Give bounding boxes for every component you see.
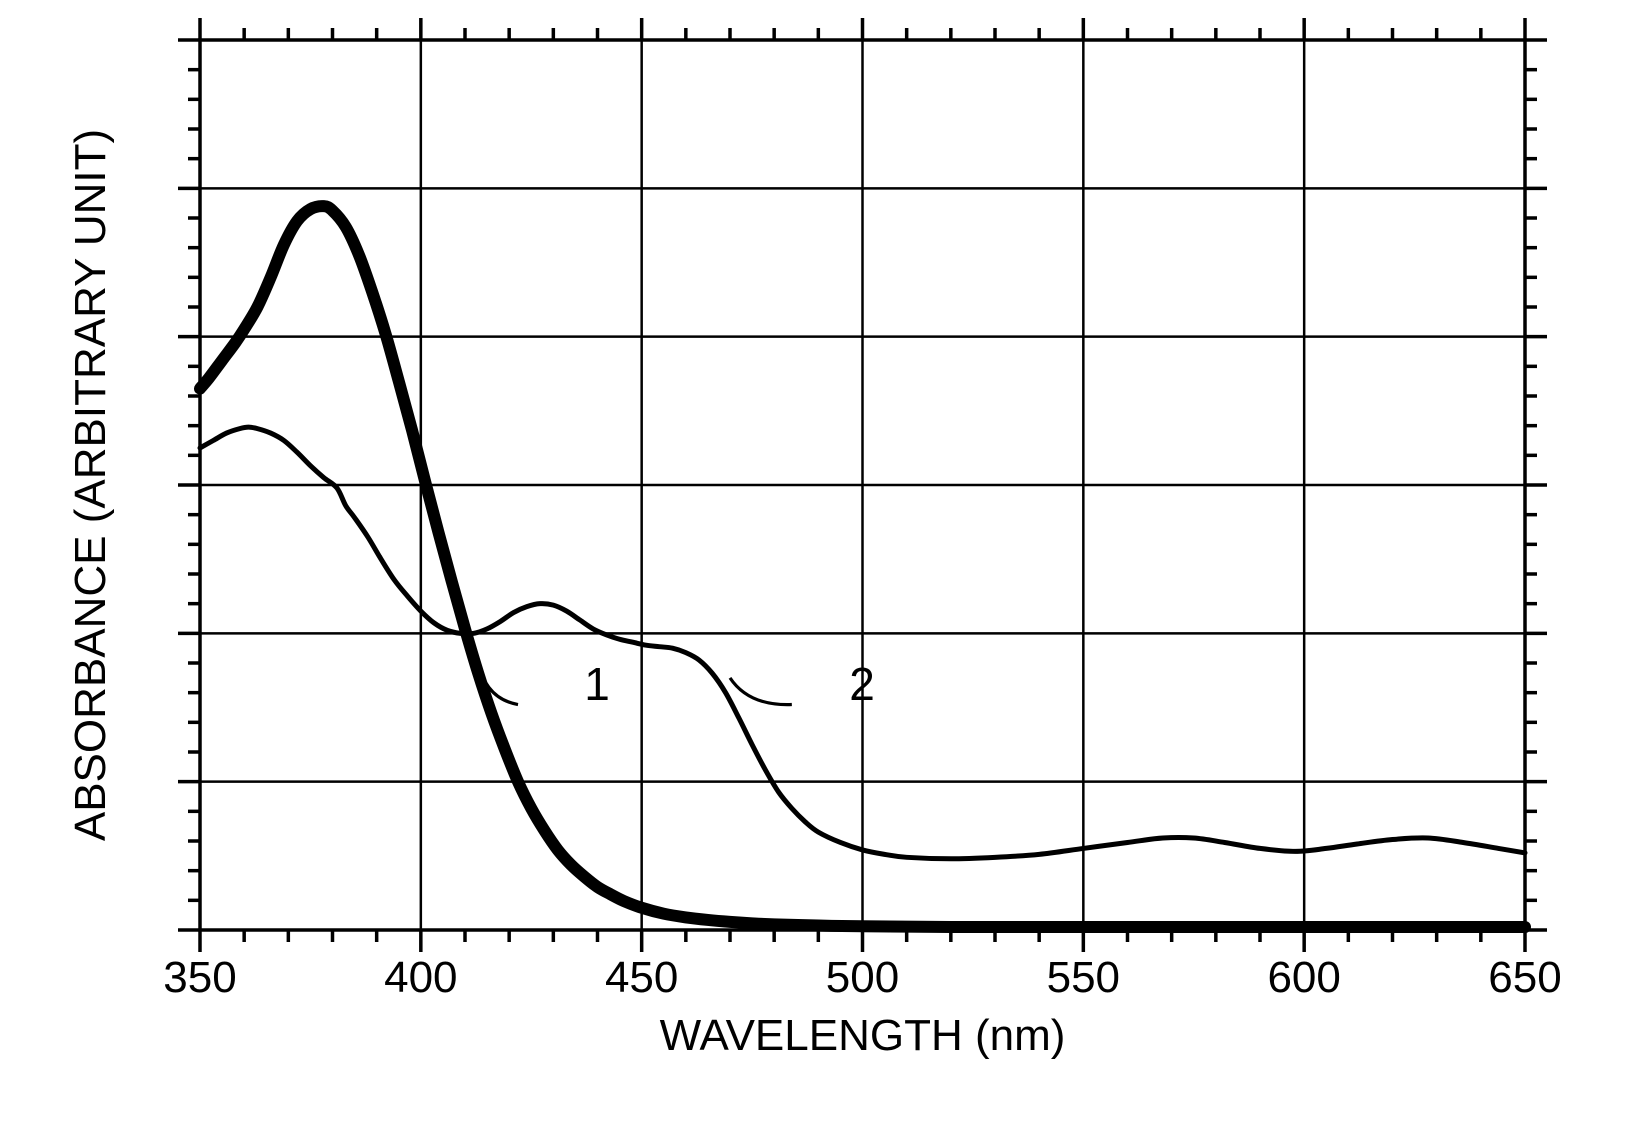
y-axis-label: ABSORBANCE (ARBITRARY UNIT) bbox=[66, 129, 115, 841]
absorbance-chart: 1 2 350 400 450 500 550 600 650 WAVELENGTH (nm) AB… bbox=[0, 0, 1628, 1121]
chart-bg bbox=[0, 0, 1628, 1121]
x-axis-label: WAVELENGTH (nm) bbox=[660, 1011, 1066, 1060]
xtick-label: 400 bbox=[384, 953, 457, 1002]
xtick-label: 450 bbox=[605, 953, 678, 1002]
xtick-label: 500 bbox=[826, 953, 899, 1002]
xtick-label: 600 bbox=[1267, 953, 1340, 1002]
xtick-label: 550 bbox=[1047, 953, 1120, 1002]
chart-svg: 1 2 350 400 450 500 550 600 650 WAVELENGTH (nm) AB… bbox=[0, 0, 1628, 1121]
xtick-label: 350 bbox=[163, 953, 236, 1002]
annotation-text: 1 bbox=[584, 658, 610, 710]
annotation-text: 2 bbox=[849, 658, 875, 710]
xtick-label: 650 bbox=[1488, 953, 1561, 1002]
